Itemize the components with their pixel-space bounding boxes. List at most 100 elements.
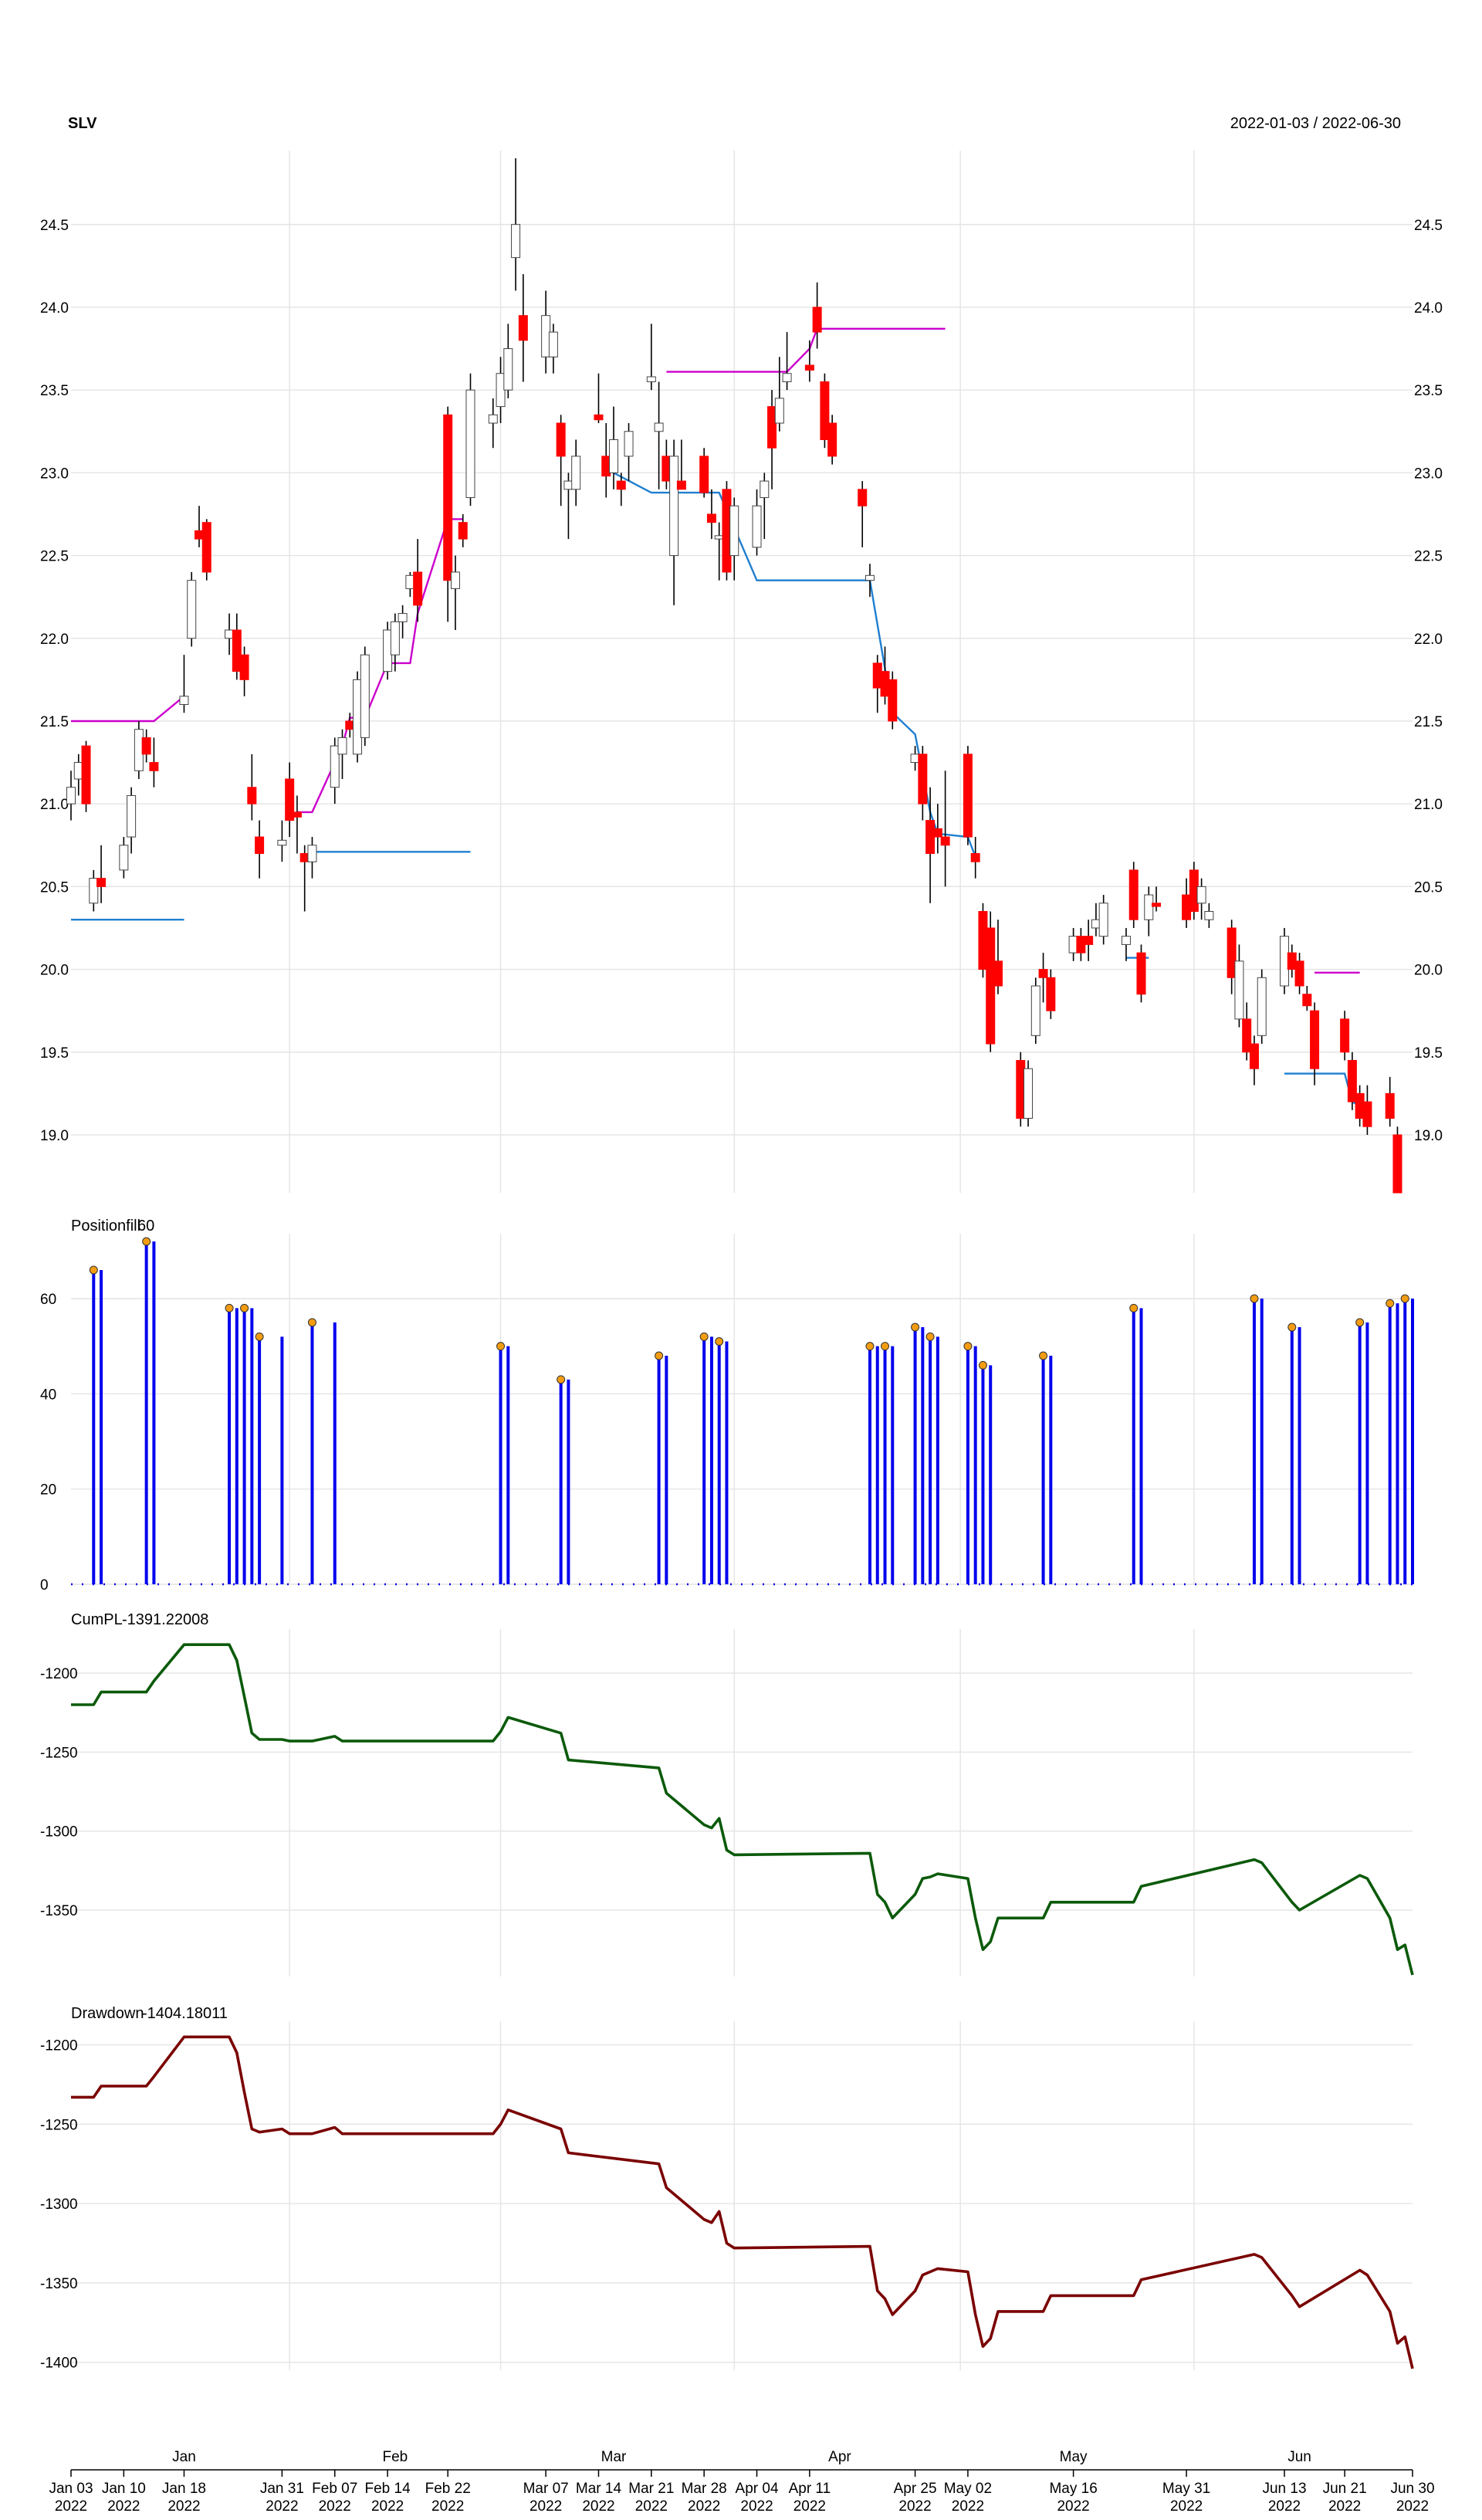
fill-marker bbox=[1039, 1351, 1048, 1360]
price-tick-label: 23.0 bbox=[40, 466, 69, 482]
candle-body bbox=[1196, 886, 1206, 904]
candle-body bbox=[465, 389, 475, 499]
candle-body bbox=[820, 381, 830, 440]
fill-marker bbox=[911, 1323, 920, 1332]
price-tick-label: 21.0 bbox=[40, 797, 69, 813]
candle-body bbox=[940, 836, 950, 846]
price-tick-label: 19.0 bbox=[40, 1128, 69, 1144]
position-panel: Positionfill 60 0 20 40 60 bbox=[40, 1218, 1414, 1594]
candle-body bbox=[918, 754, 928, 804]
candle-body bbox=[488, 414, 498, 424]
candle-body bbox=[1144, 894, 1154, 920]
candle-body bbox=[646, 376, 656, 382]
position-tick-label: 60 bbox=[40, 1292, 56, 1308]
candle-body bbox=[398, 613, 408, 622]
candle-body bbox=[932, 828, 942, 838]
price-tick-label: 19.5 bbox=[40, 1045, 69, 1062]
candle-body bbox=[1340, 1018, 1350, 1053]
x-tick-year: 2022 bbox=[107, 2498, 140, 2515]
candle-body bbox=[706, 513, 716, 523]
position-tick-label: 0 bbox=[40, 1577, 49, 1594]
drawdown-gridlines bbox=[71, 2044, 1413, 2363]
price-tick-label: 24.0 bbox=[40, 300, 69, 317]
candle-body bbox=[89, 878, 99, 904]
candle-body bbox=[729, 505, 739, 557]
x-tick-label: Feb 07 bbox=[312, 2481, 357, 2497]
price-tick-label-right: 20.5 bbox=[1414, 879, 1443, 896]
x-tick-label: May 31 bbox=[1162, 2481, 1210, 2497]
candle-body bbox=[247, 787, 257, 804]
x-tick-label: Jan 31 bbox=[260, 2481, 304, 2497]
candle-body bbox=[503, 348, 513, 391]
candle-body bbox=[1249, 1043, 1259, 1069]
position-bars bbox=[71, 1237, 1414, 1586]
fill-marker bbox=[1287, 1323, 1297, 1332]
cumpl-series bbox=[71, 1643, 1414, 1976]
candle-body bbox=[187, 580, 197, 639]
cumpl-label: CumPL bbox=[71, 1611, 123, 1628]
x-tick-year: 2022 bbox=[952, 2498, 984, 2515]
candle-body bbox=[1046, 977, 1056, 1011]
fill-marker bbox=[496, 1342, 506, 1351]
cumpl-gridlines bbox=[71, 1672, 1413, 1911]
candle-body bbox=[232, 629, 242, 672]
candle-body bbox=[360, 654, 370, 738]
candle-body bbox=[774, 398, 784, 424]
price-tick-label-right: 21.0 bbox=[1414, 797, 1443, 813]
x-tick-year: 2022 bbox=[55, 2498, 87, 2515]
cumpl-line bbox=[71, 1643, 1414, 1976]
candle-body bbox=[858, 489, 868, 506]
cumpl-tick-label: -1200 bbox=[40, 1666, 78, 1682]
month-label: Mar bbox=[601, 2449, 627, 2465]
x-tick-year: 2022 bbox=[1328, 2498, 1361, 2515]
long-stop-line bbox=[296, 518, 463, 814]
candle-body bbox=[609, 439, 619, 473]
price-tick-label-right: 24.5 bbox=[1414, 218, 1443, 234]
candle-body bbox=[616, 480, 626, 490]
candle-body bbox=[292, 811, 302, 818]
month-label: Feb bbox=[382, 2449, 408, 2465]
candle-body bbox=[1234, 960, 1244, 1020]
x-tick-label: Mar 14 bbox=[576, 2481, 622, 2497]
fill-marker bbox=[715, 1337, 724, 1346]
x-tick-year: 2022 bbox=[431, 2498, 464, 2515]
cumpl-value: -1391.22008 bbox=[122, 1611, 208, 1628]
x-tick-label: Jun 30 bbox=[1390, 2481, 1434, 2497]
candle-body bbox=[556, 422, 566, 457]
candle-body bbox=[511, 224, 521, 259]
candle-body bbox=[450, 571, 460, 589]
price-tick-label: 23.5 bbox=[40, 383, 69, 399]
x-tick-year: 2022 bbox=[319, 2498, 351, 2515]
drawdown-tick-label: -1400 bbox=[40, 2356, 78, 2372]
drawdown-series bbox=[71, 2035, 1414, 2369]
fill-marker bbox=[307, 1318, 316, 1327]
price-tick-label-right: 21.5 bbox=[1414, 714, 1443, 730]
x-tick-label: Jan 03 bbox=[49, 2481, 93, 2497]
price-tick-label-right: 23.0 bbox=[1414, 466, 1443, 482]
candle-body bbox=[752, 505, 762, 548]
candle-body bbox=[239, 654, 249, 680]
candle-body bbox=[96, 878, 107, 887]
x-tick-label: Apr 04 bbox=[736, 2481, 779, 2497]
candle-body bbox=[782, 373, 792, 382]
candle-body bbox=[413, 571, 423, 606]
candle-body bbox=[1392, 1134, 1402, 1194]
candle-body bbox=[1257, 977, 1267, 1036]
candle-body bbox=[1128, 869, 1139, 920]
x-tick-year: 2022 bbox=[167, 2498, 200, 2515]
cumpl-tick-label: -1250 bbox=[40, 1745, 78, 1761]
price-tick-label: 20.5 bbox=[40, 879, 69, 896]
fill-marker bbox=[881, 1342, 890, 1351]
candle-body bbox=[699, 456, 709, 493]
cumpl-panel: CumPL -1391.22008 -1200 -1250 -1300 -1350 bbox=[40, 1611, 1414, 1976]
x-tick-year: 2022 bbox=[793, 2498, 826, 2515]
long-stop-line bbox=[71, 695, 185, 723]
candle-body bbox=[337, 737, 347, 755]
price-tick-label: 24.5 bbox=[40, 218, 69, 234]
candle-body bbox=[993, 960, 1003, 987]
x-tick-year: 2022 bbox=[1268, 2498, 1301, 2515]
candle-body bbox=[1294, 960, 1304, 987]
x-tick-label: May 02 bbox=[944, 2481, 992, 2497]
fill-marker bbox=[225, 1303, 234, 1312]
